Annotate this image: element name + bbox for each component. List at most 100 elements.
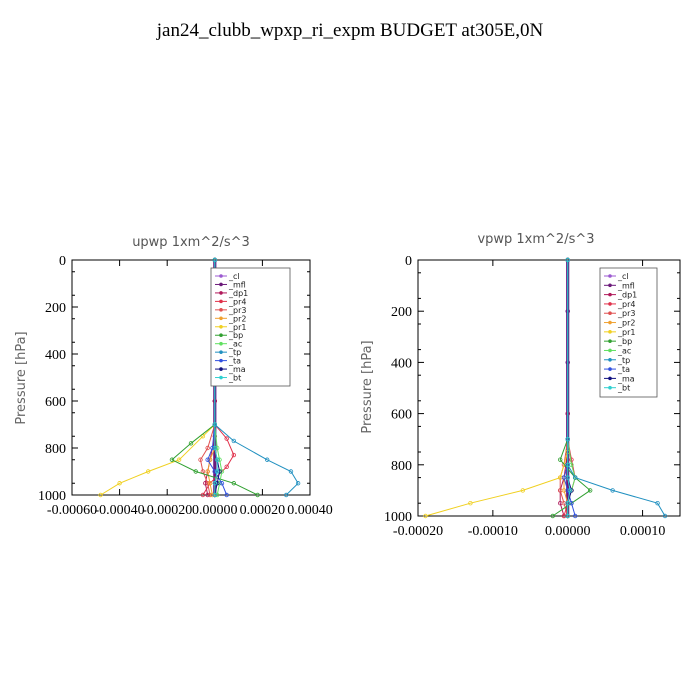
vpwp-legend-label: _ta	[617, 365, 630, 374]
vpwp-legend-label: _dp1	[617, 291, 637, 300]
vpwp-legend-marker	[608, 302, 612, 306]
upwp-legend-marker	[219, 282, 223, 287]
vpwp-legend-marker	[608, 292, 612, 297]
vpwp-point-pr1	[423, 513, 428, 519]
upwp-point-dp1	[205, 492, 210, 498]
vpwp-y-tick-label: 200	[391, 305, 412, 320]
vpwp-legend-marker	[608, 311, 612, 316]
vpwp-legend-label: _pr3	[617, 309, 635, 318]
vpwp-legend-marker	[608, 330, 612, 334]
upwp-y-tick-label: 400	[45, 348, 66, 363]
upwp-legend-label: _bt	[228, 374, 241, 383]
vpwp-legend-marker	[608, 348, 612, 353]
upwp-legend-marker	[219, 324, 223, 329]
upwp-point-pr1	[117, 481, 122, 486]
upwp-x-tick-label: 0.00000	[192, 503, 238, 518]
upwp-point-ac	[214, 492, 220, 498]
upwp-point-bt	[214, 469, 220, 474]
upwp-point-pr2	[205, 469, 210, 474]
upwp-point-pr2	[207, 481, 213, 486]
upwp-legend-marker	[219, 274, 223, 278]
vpwp-legend-label: _pr2	[617, 319, 635, 328]
upwp-legend-label: _pr4	[228, 297, 246, 306]
vpwp-y-tick-label: 800	[391, 459, 412, 474]
vpwp-legend-label: _ma	[617, 374, 635, 383]
vpwp-point-tp	[573, 475, 578, 480]
upwp-legend-label: _dp1	[228, 289, 248, 298]
vpwp-point-bp	[550, 513, 555, 519]
upwp-legend-label: _pr1	[228, 323, 246, 332]
vpwp-legend-label: _pr4	[617, 300, 635, 309]
upwp-point-pr1	[176, 457, 182, 462]
vpwp-legend-label: _pr1	[617, 328, 635, 337]
vpwp-point-bp	[587, 488, 593, 493]
upwp-panel: upwp 1xm^2/s^3 Pressure [hPa] 0 200 400 600…	[14, 235, 333, 518]
upwp-y-axis-label: Pressure [hPa]	[14, 331, 29, 424]
upwp-panel-title: upwp 1xm^2/s^3	[132, 235, 250, 250]
upwp-point-ac	[214, 445, 220, 451]
vpwp-legend-marker	[608, 385, 612, 390]
upwp-series-bt	[214, 260, 218, 495]
upwp-point-ta	[224, 492, 229, 498]
upwp-point-bt	[212, 492, 217, 498]
upwp-legend-marker	[219, 367, 223, 371]
upwp-point-dp1	[203, 481, 208, 486]
vpwp-legend-marker	[608, 376, 612, 381]
vpwp-legend: _cl_mfl_dp1_pr4_pr3_pr2_pr1_bp_ac_tp_ta_…	[599, 267, 658, 398]
vpwp-point-pr1	[520, 488, 525, 493]
vpwp-legend-marker	[608, 357, 612, 362]
upwp-y-tick-label: 200	[45, 301, 66, 316]
upwp-point-ac	[219, 469, 225, 474]
upwp-legend-marker	[219, 299, 223, 304]
vpwp-y-tick-label: 400	[391, 356, 412, 371]
vpwp-point-pr1	[468, 501, 473, 506]
upwp-point-bp	[188, 441, 194, 446]
vpwp-point-ta	[573, 513, 578, 519]
upwp-point-bt	[212, 257, 217, 263]
upwp-legend-label: _ta	[228, 357, 241, 366]
upwp-legend-marker	[219, 375, 223, 380]
upwp-point-ac	[217, 457, 222, 462]
upwp-point-ta	[212, 469, 217, 474]
upwp-point-ma	[214, 481, 220, 486]
vpwp-y-tick-label: 0	[405, 254, 412, 269]
upwp-x-tick-label: -0.00040	[95, 503, 145, 518]
figure-title: jan24_clubb_wpxp_ri_expm BUDGET at305E,0…	[156, 20, 544, 41]
vpwp-legend-label: _bp	[617, 337, 632, 346]
vpwp-x-tick-label: -0.00010	[468, 524, 518, 539]
upwp-legend-marker	[219, 341, 223, 346]
upwp-point-ma	[217, 469, 222, 474]
vpwp-x-tick-label: 0.00010	[620, 524, 666, 539]
vpwp-point-bt	[565, 462, 570, 467]
vpwp-series-pr1	[425, 260, 569, 517]
upwp-point-ta	[210, 445, 215, 451]
vpwp-plot-frame	[417, 259, 681, 517]
vpwp-y-axis-label: Pressure [hPa]	[360, 340, 375, 433]
vpwp-legend-marker	[608, 274, 612, 278]
vpwp-legend-label: _mfl	[617, 281, 635, 290]
vpwp-point-bt	[565, 437, 570, 442]
vpwp-y-tick-label: 600	[391, 408, 412, 423]
upwp-x-tick-label: -0.00060	[47, 503, 97, 518]
upwp-legend-label: _pr3	[228, 306, 246, 315]
vpwp-point-bt	[565, 501, 570, 506]
upwp-point-pr1	[98, 492, 103, 498]
vpwp-x-tick-label: -0.00020	[393, 524, 443, 539]
upwp-point-bp	[169, 457, 175, 462]
upwp-legend-label: _mfl	[228, 280, 246, 289]
upwp-legend-marker	[219, 308, 223, 312]
upwp-point-ta	[205, 457, 210, 462]
upwp-legend-label: _bp	[228, 331, 243, 340]
vpwp-point-bp	[558, 457, 563, 462]
vpwp-x-tick-label: 0.00000	[545, 524, 591, 539]
upwp-point-pr3	[198, 457, 203, 462]
vpwp-point-tp	[662, 513, 668, 519]
upwp-point-bp	[193, 469, 198, 474]
upwp-point-pr4	[200, 492, 206, 498]
upwp-point-tp	[264, 457, 270, 462]
upwp-legend-label: _tp	[228, 348, 241, 357]
upwp-legend-marker	[219, 316, 223, 321]
upwp-legend-label: _ac	[228, 340, 242, 349]
upwp-point-pr3	[205, 481, 210, 486]
